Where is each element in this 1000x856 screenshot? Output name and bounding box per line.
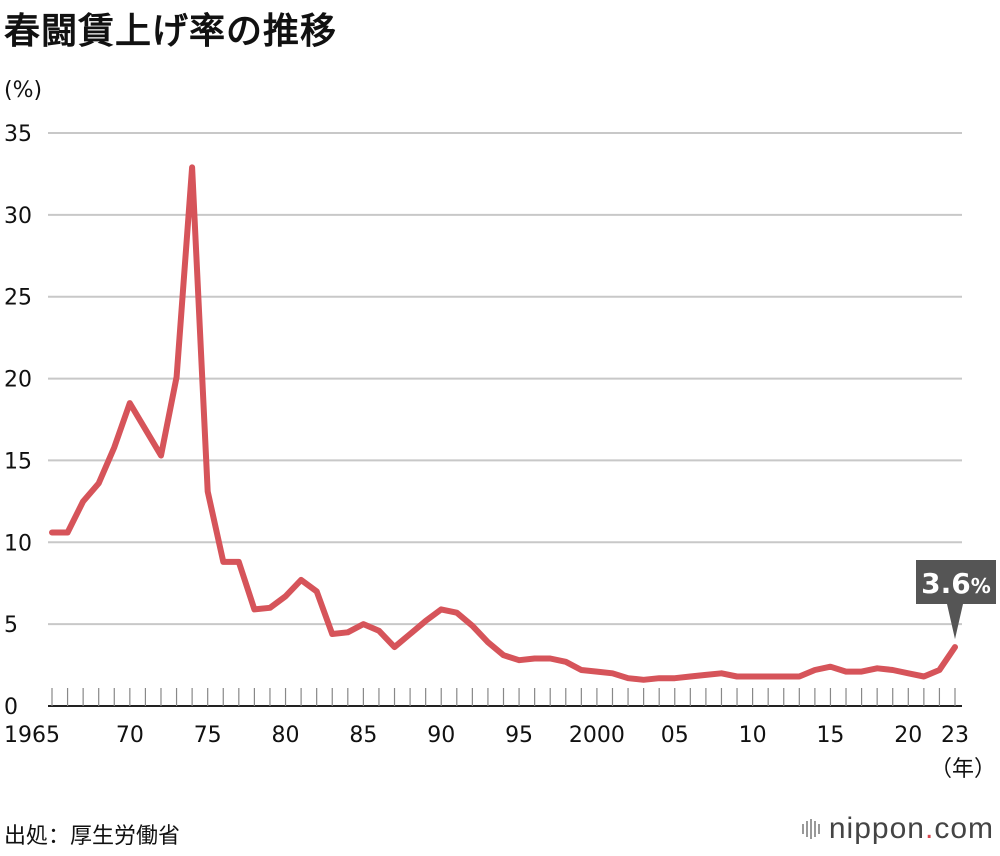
x-tick-label: 10 [739,723,767,748]
y-tick-label: 25 [4,286,32,311]
x-tick-label: 90 [427,723,455,748]
logo-text: nippon [828,812,925,845]
value-callout-number: 3.6 [921,567,971,600]
chart-title: 春闘賃上げ率の推移 [4,11,338,52]
value-callout-unit: % [971,574,991,598]
value-callout-label: 3.6% [921,567,991,600]
x-tick-label: 1965 [4,723,60,748]
y-tick-label: 5 [4,613,18,638]
y-tick-label: 35 [4,122,32,147]
logo-mark-icon [801,819,820,839]
x-tick-label: 95 [505,723,533,748]
y-tick-label: 30 [4,204,32,229]
logo-dot: . [924,812,935,845]
x-tick-label: 75 [194,723,222,748]
x-tick-label: 05 [661,723,689,748]
y-tick-label: 0 [4,695,18,720]
source-note: 出処：厚生労働省 [4,824,181,849]
x-tick-label: 70 [116,723,144,748]
x-axis-unit-label: （年） [930,757,996,782]
series-line [49,164,958,683]
x-tick-label: 23 [941,723,969,748]
x-tick-label: 20 [894,723,922,748]
y-tick-label: 15 [4,449,32,474]
value-callout-pointer [947,604,963,640]
nippon-com-logo: nippon.com [801,812,994,846]
value-callout-box [916,560,996,604]
x-tick-label: 2000 [569,723,625,748]
y-tick-label: 10 [4,531,32,556]
x-tick-label: 85 [349,723,377,748]
logo-suffix: com [934,812,994,845]
x-tick-label: 15 [816,723,844,748]
y-tick-label: 20 [4,368,32,393]
x-tick-label: 80 [272,723,300,748]
y-axis-unit-label: (%) [4,78,43,103]
